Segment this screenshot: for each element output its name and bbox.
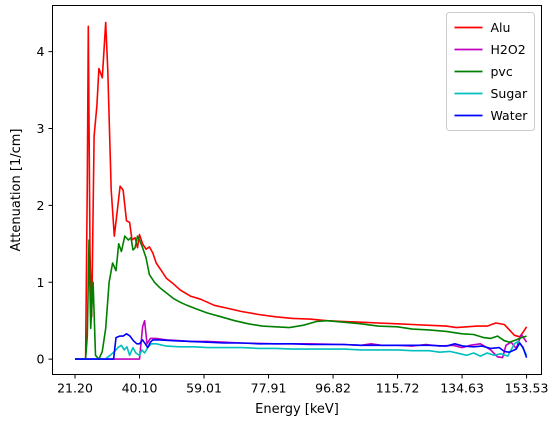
series-line-sugar [75, 340, 528, 360]
legend-label-pvc: pvc [491, 64, 513, 79]
x-tick-label: 153.53 [505, 381, 549, 396]
x-tick-label: 21.20 [57, 381, 93, 396]
plot-frame [52, 5, 542, 375]
y-axis-label: Attenuation [1/cm] [9, 129, 24, 252]
x-tick-label: 40.10 [122, 381, 158, 396]
series-line-water [75, 333, 528, 360]
x-tick-label: 59.01 [186, 381, 222, 396]
series-line-pvc [75, 235, 527, 360]
legend-box [446, 12, 535, 131]
x-tick-label: 77.91 [251, 381, 287, 396]
x-axis-label: Energy [keV] [255, 402, 339, 417]
x-tick-label: 96.82 [315, 381, 351, 396]
legend-label-alu: Alu [491, 20, 511, 35]
legend-label-h2o2: H2O2 [491, 42, 526, 57]
y-tick-label: 3 [37, 121, 45, 136]
x-axis: 21.20 40.10 59.01 77.91 96.82 115.72 134.63 153… [57, 374, 549, 396]
legend-label-water: Water [491, 108, 529, 123]
x-tick-label: 115.72 [376, 381, 420, 396]
y-tick-label: 1 [37, 275, 45, 290]
legend: Alu H2O2 pvc Sugar Water [446, 12, 535, 131]
y-axis: 0 1 2 3 4 [37, 44, 53, 367]
series-layer [75, 21, 528, 360]
x-tick-label: 134.63 [440, 381, 484, 396]
legend-label-sugar: Sugar [491, 86, 528, 101]
y-tick-label: 4 [37, 44, 45, 59]
y-tick-label: 0 [37, 352, 45, 367]
series-line-alu [75, 21, 528, 360]
y-tick-label: 2 [37, 198, 45, 213]
